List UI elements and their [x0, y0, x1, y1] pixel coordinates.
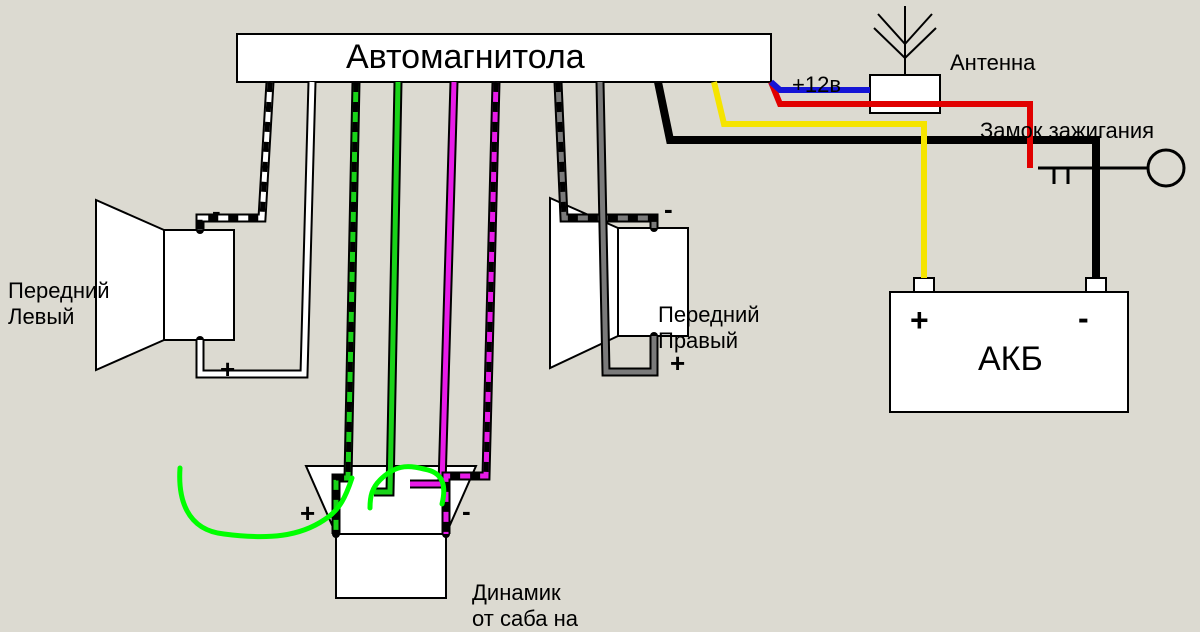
- fr-minus: -: [664, 194, 673, 225]
- fl-plus: +: [220, 354, 235, 385]
- fl-minus: -: [212, 196, 221, 227]
- sub-minus: -: [462, 496, 471, 527]
- fr-plus: +: [670, 348, 685, 379]
- battery-label: АКБ: [978, 340, 1043, 379]
- batt-minus: -: [1078, 300, 1089, 337]
- sub-plus: +: [300, 498, 315, 529]
- plus12v-label: +12в: [792, 72, 841, 98]
- front-right-label: Передний Правый: [658, 302, 760, 354]
- antenna-box: [870, 75, 940, 113]
- batt-plus: +: [910, 302, 929, 339]
- speaker-sub: [336, 534, 446, 598]
- antenna-label: Антенна: [950, 50, 1035, 76]
- speaker-front-left: [164, 230, 234, 340]
- radio-label: Автомагнитола: [346, 38, 585, 77]
- ignition-key-icon: [1148, 150, 1184, 186]
- wire-fl-minus: [200, 82, 270, 230]
- sub-label: Динамик от саба на: [472, 580, 578, 632]
- front-left-label: Передний Левый: [8, 278, 110, 330]
- ignition-label: Замок зажигания: [980, 118, 1154, 144]
- diagram-canvas: [0, 0, 1200, 628]
